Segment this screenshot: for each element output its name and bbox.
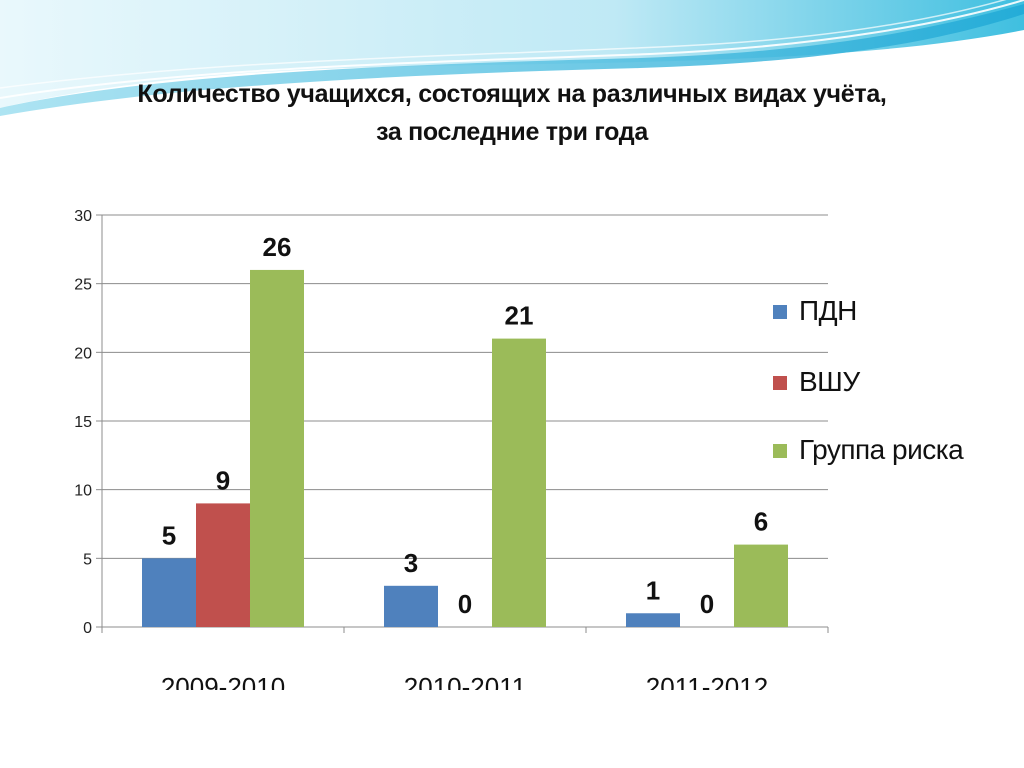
data-label: 9 <box>216 465 230 495</box>
data-label: 3 <box>404 548 418 578</box>
legend-swatch <box>773 444 787 458</box>
bar <box>492 338 546 627</box>
y-tick-label: 20 <box>74 345 92 362</box>
data-label: 1 <box>646 575 660 605</box>
legend-label: ПДН <box>799 295 857 326</box>
data-label: 26 <box>263 232 292 262</box>
bar <box>142 558 196 627</box>
bar <box>250 269 304 627</box>
legend-label: ВШУ <box>799 366 860 397</box>
bar <box>384 585 438 627</box>
bar <box>196 503 250 627</box>
data-label: 0 <box>700 589 714 619</box>
slide-title-line-1: Количество учащихся, состоящих на различ… <box>137 80 887 108</box>
y-tick-label: 10 <box>74 483 92 500</box>
data-label: 21 <box>505 301 534 331</box>
bar <box>626 613 680 627</box>
legend-label: Группа риска <box>799 434 964 465</box>
data-label: 0 <box>458 589 472 619</box>
y-tick-label: 5 <box>83 551 92 568</box>
y-tick-label: 0 <box>83 620 92 637</box>
data-label: 5 <box>162 520 176 550</box>
bar <box>734 544 788 627</box>
y-tick-label: 15 <box>74 414 92 431</box>
y-tick-label: 30 <box>74 208 92 225</box>
legend-swatch <box>773 376 787 390</box>
data-label: 6 <box>754 507 768 537</box>
slide-bottom-band <box>0 690 1024 768</box>
legend-swatch <box>773 305 787 319</box>
slide-title-line-2: за последние три года <box>376 118 648 146</box>
y-tick-label: 25 <box>74 277 92 294</box>
